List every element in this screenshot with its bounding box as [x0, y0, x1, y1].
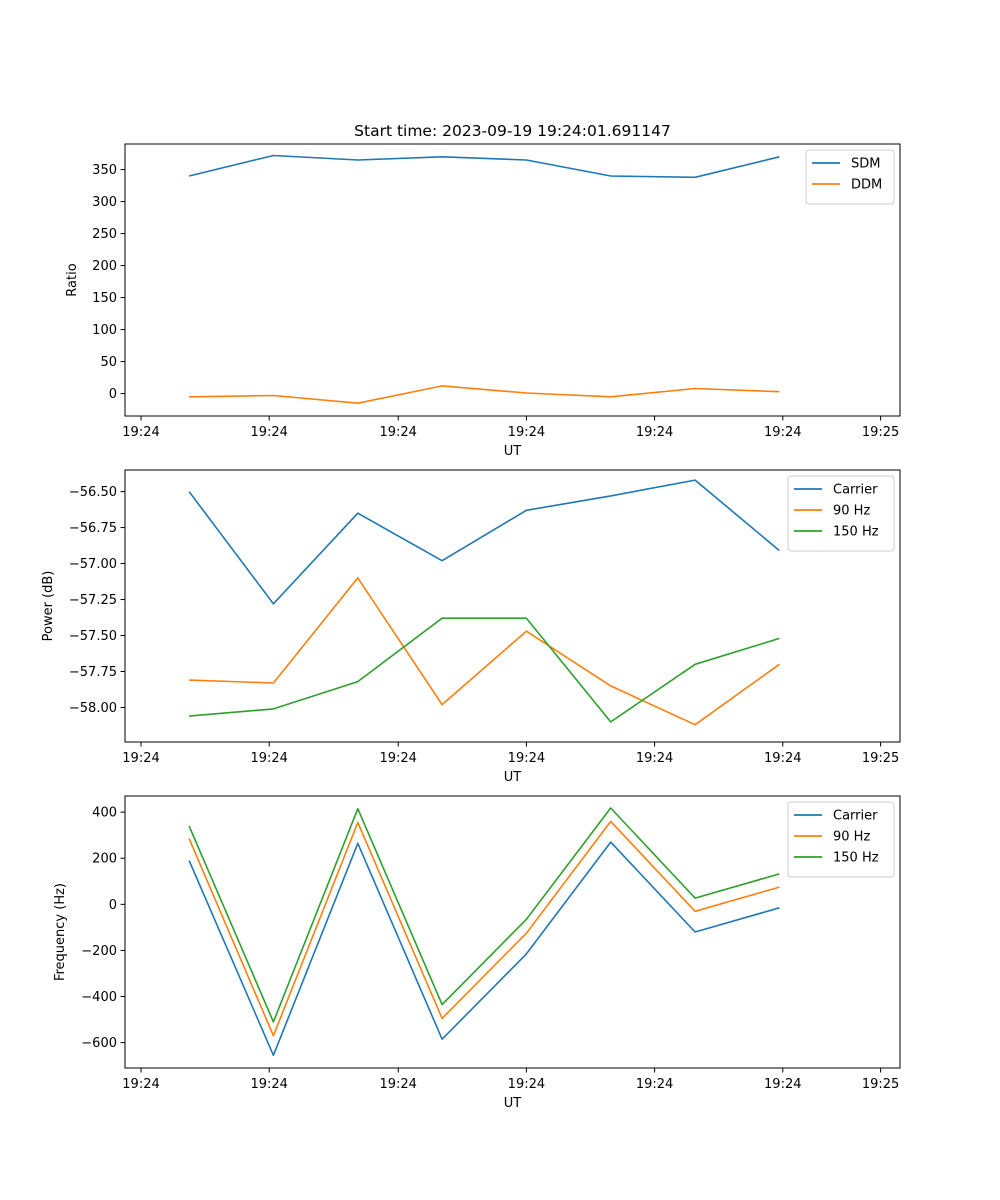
axes-frame [124, 795, 901, 1069]
legend-entry: 90 Hz [833, 504, 870, 519]
y-tick-label: 0 [109, 898, 117, 913]
y-tick-label: 50 [100, 355, 117, 370]
y-tick-label: 100 [92, 323, 117, 338]
y-tick-label: −56.75 [69, 521, 117, 536]
x-tick-label: 19:24 [508, 751, 545, 766]
y-axis-label: Frequency (Hz) [53, 883, 68, 981]
y-tick-label: 0 [109, 387, 117, 402]
legend-entry: 150 Hz [833, 525, 879, 540]
x-axis-label: UT [504, 770, 522, 785]
y-tick-label: 350 [92, 163, 117, 178]
x-tick-label: 19:25 [862, 751, 899, 766]
x-tick-label: 19:24 [250, 751, 287, 766]
y-axis-label: Ratio [65, 263, 80, 296]
y-tick-label: −57.50 [69, 629, 117, 644]
series-line-carrier [188, 479, 780, 605]
y-tick-label: 300 [92, 195, 117, 210]
x-tick-label: 19:24 [508, 425, 545, 440]
series-line-150-hz [189, 617, 780, 723]
series-line-carrier [188, 841, 780, 1057]
x-tick-label: 19:24 [122, 751, 159, 766]
y-tick-label: 400 [92, 806, 117, 821]
x-tick-label: 19:24 [379, 425, 416, 440]
y-tick-label: 150 [92, 291, 117, 306]
x-tick-label: 19:24 [379, 751, 416, 766]
subplot-ratio: 19:24 19:24 19:24 19:24 19:24 19:24 19:25 0 50 10… [65, 143, 901, 459]
x-tick-label: 19:24 [122, 425, 159, 440]
x-tick-label: 19:24 [508, 1077, 545, 1092]
legend-entry: 90 Hz [833, 830, 870, 845]
legend-entry: DDM [851, 178, 882, 193]
x-tick-label: 19:24 [122, 1077, 159, 1092]
x-tick-label: 19:24 [379, 1077, 416, 1092]
subplot-frequency: 19:24 19:24 19:24 19:24 19:24 19:24 19:25 −600 −… [53, 795, 901, 1111]
y-tick-label: −58.00 [69, 701, 117, 716]
series-line-90-hz [189, 577, 780, 726]
y-tick-label: −56.50 [69, 485, 117, 500]
legend: Carrier 90 Hz 150 Hz [787, 801, 895, 878]
y-tick-label: −57.25 [69, 593, 117, 608]
y-tick-label: −200 [81, 944, 117, 959]
y-tick-label: 200 [92, 852, 117, 867]
y-tick-label: 200 [92, 259, 117, 274]
x-axis-label: UT [504, 1096, 522, 1111]
y-tick-label: −600 [81, 1036, 117, 1051]
y-axis-label: Power (dB) [41, 571, 56, 642]
x-tick-label: 19:24 [764, 751, 801, 766]
legend-entry: Carrier [833, 809, 878, 824]
y-tick-label: −57.75 [69, 665, 117, 680]
legend-entry: Carrier [833, 483, 878, 498]
chart-title: Start time: 2023-09-19 19:24:01.691147 [354, 122, 671, 140]
subplot-power: 19:24 19:24 19:24 19:24 19:24 19:24 19:25 −58.0… [41, 469, 901, 785]
x-tick-label: 19:24 [636, 425, 673, 440]
legend: Carrier 90 Hz 150 Hz [787, 475, 895, 552]
x-tick-label: 19:25 [862, 1077, 899, 1092]
x-tick-label: 19:25 [862, 425, 899, 440]
series-line-150-hz [188, 807, 780, 1023]
y-tick-label: −400 [81, 990, 117, 1005]
x-tick-label: 19:24 [764, 1077, 801, 1092]
legend-box [787, 801, 895, 878]
axes-frame [124, 469, 901, 743]
x-tick-label: 19:24 [636, 751, 673, 766]
series-line-sdm [188, 154, 780, 179]
series-line-90-hz [188, 820, 780, 1037]
legend: SDM DDM [805, 149, 895, 205]
x-tick-label: 19:24 [636, 1077, 673, 1092]
legend-box [787, 475, 895, 552]
series-line-ddm [189, 385, 780, 405]
x-tick-label: 19:24 [250, 1077, 287, 1092]
y-tick-label: 250 [92, 227, 117, 242]
axes-frame [124, 143, 901, 417]
x-tick-label: 19:24 [764, 425, 801, 440]
legend-entry: 150 Hz [833, 851, 879, 866]
y-tick-label: −57.00 [69, 557, 117, 572]
x-axis-label: UT [504, 444, 522, 459]
legend-entry: SDM [851, 157, 880, 172]
x-tick-label: 19:24 [250, 425, 287, 440]
